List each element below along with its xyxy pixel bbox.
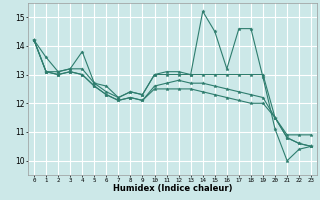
X-axis label: Humidex (Indice chaleur): Humidex (Indice chaleur): [113, 184, 232, 193]
